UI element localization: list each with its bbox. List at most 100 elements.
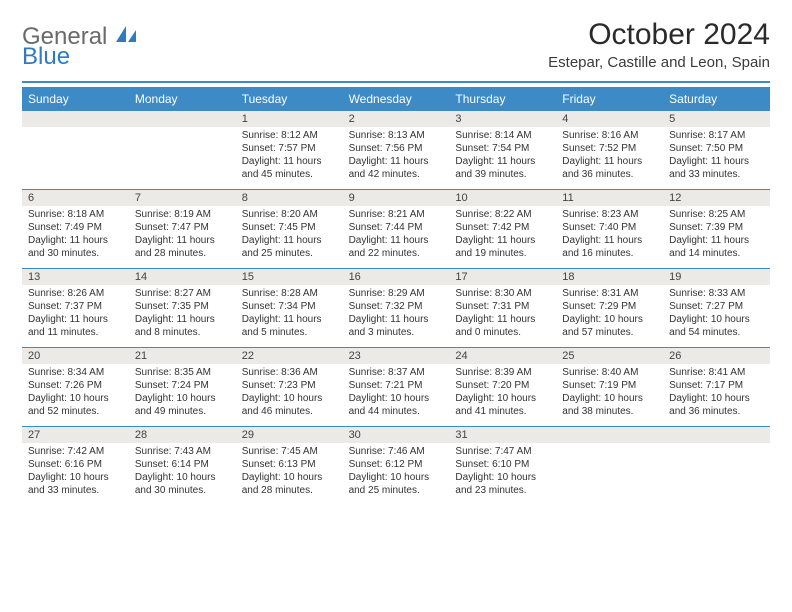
sunrise-text: Sunrise: 8:22 AM — [455, 208, 550, 221]
daylight-text: Daylight: 11 hours and 8 minutes. — [135, 313, 230, 339]
day-number: 25 — [556, 348, 663, 364]
day-body: Sunrise: 8:33 AMSunset: 7:27 PMDaylight:… — [663, 285, 770, 343]
day-body: Sunrise: 8:18 AMSunset: 7:49 PMDaylight:… — [22, 206, 129, 264]
sunset-text: Sunset: 7:35 PM — [135, 300, 230, 313]
day-body: Sunrise: 8:23 AMSunset: 7:40 PMDaylight:… — [556, 206, 663, 264]
day-body: Sunrise: 8:19 AMSunset: 7:47 PMDaylight:… — [129, 206, 236, 264]
sunrise-text: Sunrise: 8:19 AM — [135, 208, 230, 221]
calendar: SundayMondayTuesdayWednesdayThursdayFrid… — [22, 87, 770, 505]
day-number: 8 — [236, 190, 343, 206]
daylight-text: Daylight: 11 hours and 5 minutes. — [242, 313, 337, 339]
sunset-text: Sunset: 7:44 PM — [349, 221, 444, 234]
sunset-text: Sunset: 7:19 PM — [562, 379, 657, 392]
sunrise-text: Sunrise: 8:13 AM — [349, 129, 444, 142]
day-cell: 27Sunrise: 7:42 AMSunset: 6:16 PMDayligh… — [22, 427, 129, 505]
week-row: 20Sunrise: 8:34 AMSunset: 7:26 PMDayligh… — [22, 347, 770, 426]
day-body: Sunrise: 8:31 AMSunset: 7:29 PMDaylight:… — [556, 285, 663, 343]
sunrise-text: Sunrise: 8:25 AM — [669, 208, 764, 221]
day-number: 4 — [556, 111, 663, 127]
daylight-text: Daylight: 10 hours and 57 minutes. — [562, 313, 657, 339]
sunset-text: Sunset: 7:31 PM — [455, 300, 550, 313]
header: General Blue October 2024 Estepar, Casti… — [22, 18, 770, 71]
day-cell — [22, 111, 129, 189]
day-cell: 29Sunrise: 7:45 AMSunset: 6:13 PMDayligh… — [236, 427, 343, 505]
day-body: Sunrise: 8:28 AMSunset: 7:34 PMDaylight:… — [236, 285, 343, 343]
week-row: 13Sunrise: 8:26 AMSunset: 7:37 PMDayligh… — [22, 268, 770, 347]
sunset-text: Sunset: 7:37 PM — [28, 300, 123, 313]
sunrise-text: Sunrise: 8:29 AM — [349, 287, 444, 300]
day-number: 22 — [236, 348, 343, 364]
day-body: Sunrise: 8:35 AMSunset: 7:24 PMDaylight:… — [129, 364, 236, 422]
day-body: Sunrise: 8:40 AMSunset: 7:19 PMDaylight:… — [556, 364, 663, 422]
sunrise-text: Sunrise: 8:34 AM — [28, 366, 123, 379]
logo-sail-icon — [116, 26, 138, 49]
day-number: 29 — [236, 427, 343, 443]
daylight-text: Daylight: 10 hours and 38 minutes. — [562, 392, 657, 418]
day-body: Sunrise: 8:27 AMSunset: 7:35 PMDaylight:… — [129, 285, 236, 343]
day-number: 1 — [236, 111, 343, 127]
daylight-text: Daylight: 10 hours and 23 minutes. — [455, 471, 550, 497]
day-cell: 19Sunrise: 8:33 AMSunset: 7:27 PMDayligh… — [663, 269, 770, 347]
title-block: October 2024 Estepar, Castille and Leon,… — [548, 18, 770, 71]
sunset-text: Sunset: 7:23 PM — [242, 379, 337, 392]
sunrise-text: Sunrise: 8:21 AM — [349, 208, 444, 221]
daylight-text: Daylight: 11 hours and 28 minutes. — [135, 234, 230, 260]
sunrise-text: Sunrise: 8:30 AM — [455, 287, 550, 300]
day-body: Sunrise: 8:41 AMSunset: 7:17 PMDaylight:… — [663, 364, 770, 422]
daylight-text: Daylight: 10 hours and 25 minutes. — [349, 471, 444, 497]
sunrise-text: Sunrise: 8:37 AM — [349, 366, 444, 379]
day-cell — [663, 427, 770, 505]
day-cell: 17Sunrise: 8:30 AMSunset: 7:31 PMDayligh… — [449, 269, 556, 347]
day-body: Sunrise: 7:43 AMSunset: 6:14 PMDaylight:… — [129, 443, 236, 501]
day-number: 11 — [556, 190, 663, 206]
sunset-text: Sunset: 7:29 PM — [562, 300, 657, 313]
day-cell: 13Sunrise: 8:26 AMSunset: 7:37 PMDayligh… — [22, 269, 129, 347]
sunset-text: Sunset: 6:16 PM — [28, 458, 123, 471]
day-body — [556, 443, 663, 449]
daylight-text: Daylight: 11 hours and 14 minutes. — [669, 234, 764, 260]
day-body: Sunrise: 8:13 AMSunset: 7:56 PMDaylight:… — [343, 127, 450, 185]
daylight-text: Daylight: 11 hours and 33 minutes. — [669, 155, 764, 181]
sunset-text: Sunset: 7:27 PM — [669, 300, 764, 313]
sunrise-text: Sunrise: 8:40 AM — [562, 366, 657, 379]
sunrise-text: Sunrise: 7:45 AM — [242, 445, 337, 458]
daylight-text: Daylight: 11 hours and 30 minutes. — [28, 234, 123, 260]
day-body: Sunrise: 8:14 AMSunset: 7:54 PMDaylight:… — [449, 127, 556, 185]
day-cell — [556, 427, 663, 505]
day-body: Sunrise: 7:46 AMSunset: 6:12 PMDaylight:… — [343, 443, 450, 501]
day-number: 16 — [343, 269, 450, 285]
day-body: Sunrise: 8:36 AMSunset: 7:23 PMDaylight:… — [236, 364, 343, 422]
daylight-text: Daylight: 10 hours and 52 minutes. — [28, 392, 123, 418]
day-cell: 1Sunrise: 8:12 AMSunset: 7:57 PMDaylight… — [236, 111, 343, 189]
weeks-container: 1Sunrise: 8:12 AMSunset: 7:57 PMDaylight… — [22, 111, 770, 505]
sunrise-text: Sunrise: 8:12 AM — [242, 129, 337, 142]
sunset-text: Sunset: 7:39 PM — [669, 221, 764, 234]
daylight-text: Daylight: 11 hours and 0 minutes. — [455, 313, 550, 339]
sunrise-text: Sunrise: 7:47 AM — [455, 445, 550, 458]
day-number: 15 — [236, 269, 343, 285]
sunrise-text: Sunrise: 7:42 AM — [28, 445, 123, 458]
day-body: Sunrise: 8:12 AMSunset: 7:57 PMDaylight:… — [236, 127, 343, 185]
day-cell: 5Sunrise: 8:17 AMSunset: 7:50 PMDaylight… — [663, 111, 770, 189]
day-body — [129, 127, 236, 133]
day-number: 14 — [129, 269, 236, 285]
sunrise-text: Sunrise: 8:17 AM — [669, 129, 764, 142]
daylight-text: Daylight: 10 hours and 36 minutes. — [669, 392, 764, 418]
sunrise-text: Sunrise: 8:35 AM — [135, 366, 230, 379]
sunset-text: Sunset: 7:47 PM — [135, 221, 230, 234]
daylight-text: Daylight: 11 hours and 19 minutes. — [455, 234, 550, 260]
sunrise-text: Sunrise: 8:28 AM — [242, 287, 337, 300]
day-cell: 24Sunrise: 8:39 AMSunset: 7:20 PMDayligh… — [449, 348, 556, 426]
day-number: 18 — [556, 269, 663, 285]
day-header-thursday: Thursday — [449, 87, 556, 111]
week-row: 6Sunrise: 8:18 AMSunset: 7:49 PMDaylight… — [22, 189, 770, 268]
sunrise-text: Sunrise: 8:18 AM — [28, 208, 123, 221]
sunset-text: Sunset: 7:17 PM — [669, 379, 764, 392]
sunrise-text: Sunrise: 8:16 AM — [562, 129, 657, 142]
day-cell: 14Sunrise: 8:27 AMSunset: 7:35 PMDayligh… — [129, 269, 236, 347]
day-cell: 23Sunrise: 8:37 AMSunset: 7:21 PMDayligh… — [343, 348, 450, 426]
sunrise-text: Sunrise: 8:23 AM — [562, 208, 657, 221]
daylight-text: Daylight: 11 hours and 11 minutes. — [28, 313, 123, 339]
page-title: October 2024 — [548, 18, 770, 52]
day-cell: 16Sunrise: 8:29 AMSunset: 7:32 PMDayligh… — [343, 269, 450, 347]
